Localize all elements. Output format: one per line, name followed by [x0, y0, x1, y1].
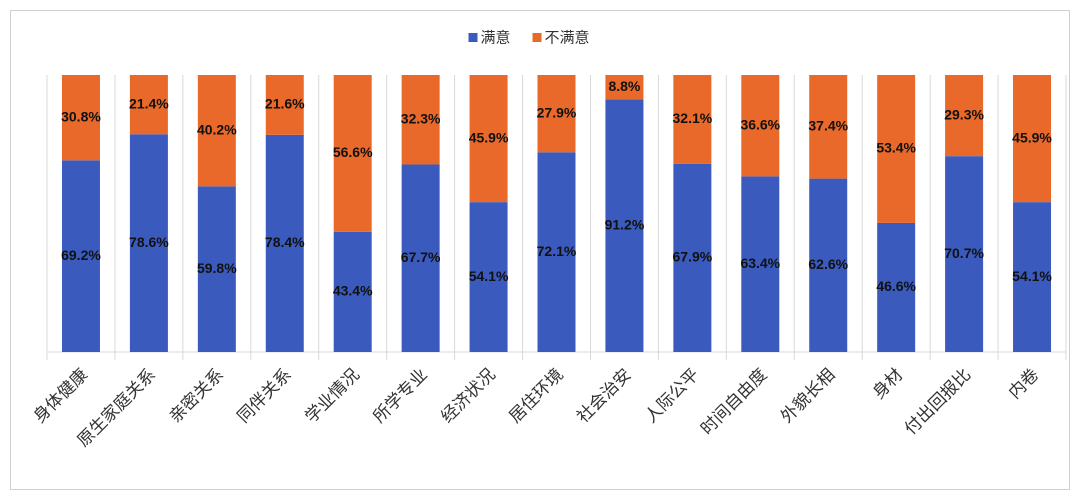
bar-segment: [1013, 202, 1052, 352]
bar-segment: [197, 186, 236, 352]
legend-label: 满意: [481, 29, 511, 47]
value-label: 21.4%: [129, 95, 169, 111]
bar-segment: [741, 75, 780, 177]
bar-segment: [401, 75, 440, 165]
bar-segment: [197, 75, 236, 187]
value-label: 78.4%: [265, 234, 305, 250]
value-label: 78.6%: [129, 234, 169, 250]
bar-segment: [129, 75, 168, 135]
value-label: 53.4%: [876, 140, 916, 156]
bar-segment: [809, 178, 848, 352]
bar-segment: [265, 75, 304, 135]
bar-segment: [537, 152, 576, 352]
value-label: 27.9%: [537, 104, 577, 120]
value-label: 67.9%: [673, 249, 713, 265]
value-label: 54.1%: [1012, 268, 1052, 284]
value-label: 56.6%: [333, 144, 373, 160]
bar-segment: [673, 75, 712, 164]
value-label: 43.4%: [333, 283, 373, 299]
value-label: 45.9%: [1012, 129, 1052, 145]
value-label: 62.6%: [808, 256, 848, 272]
bar-segment: [673, 163, 712, 352]
value-label: 54.1%: [469, 268, 509, 284]
legend-swatch: [532, 33, 542, 42]
value-label: 69.2%: [61, 247, 101, 263]
value-label: 63.4%: [740, 255, 780, 271]
bar-segment: [61, 160, 100, 352]
bar-segment: [129, 134, 168, 352]
bar-segment: [61, 75, 100, 161]
value-label: 67.7%: [401, 249, 441, 265]
value-label: 29.3%: [944, 106, 984, 122]
bar-segment: [469, 202, 508, 352]
bar-segment: [401, 164, 440, 352]
value-label: 21.6%: [265, 96, 305, 112]
value-label: 46.6%: [876, 278, 916, 294]
bar-segment: [265, 134, 304, 352]
legend-label: 不满意: [545, 29, 590, 47]
bar-segment: [333, 231, 372, 352]
value-label: 70.7%: [944, 245, 984, 261]
value-label: 37.4%: [808, 118, 848, 134]
value-label: 32.1%: [673, 110, 713, 126]
bar-segment: [605, 99, 644, 352]
value-label: 36.6%: [740, 116, 780, 132]
bar-segment: [877, 75, 916, 223]
value-label: 30.8%: [61, 108, 101, 124]
bar-segment: [537, 75, 576, 153]
bar-segment: [333, 75, 372, 232]
bar-segment: [469, 75, 508, 203]
legend-swatch: [468, 33, 478, 42]
value-label: 40.2%: [197, 121, 237, 137]
bar-segment: [945, 156, 984, 352]
value-label: 91.2%: [605, 216, 645, 232]
value-label: 32.3%: [401, 110, 441, 126]
value-label: 59.8%: [197, 260, 237, 276]
value-label: 45.9%: [469, 129, 509, 145]
bar-segment: [809, 75, 848, 179]
bar-segment: [1013, 75, 1052, 203]
bar-segment: [605, 75, 644, 100]
value-label: 72.1%: [537, 243, 577, 259]
bar-segment: [945, 75, 984, 157]
bar-segment: [741, 176, 780, 352]
bar-segment: [877, 222, 916, 352]
value-label: 8.8%: [608, 78, 640, 94]
